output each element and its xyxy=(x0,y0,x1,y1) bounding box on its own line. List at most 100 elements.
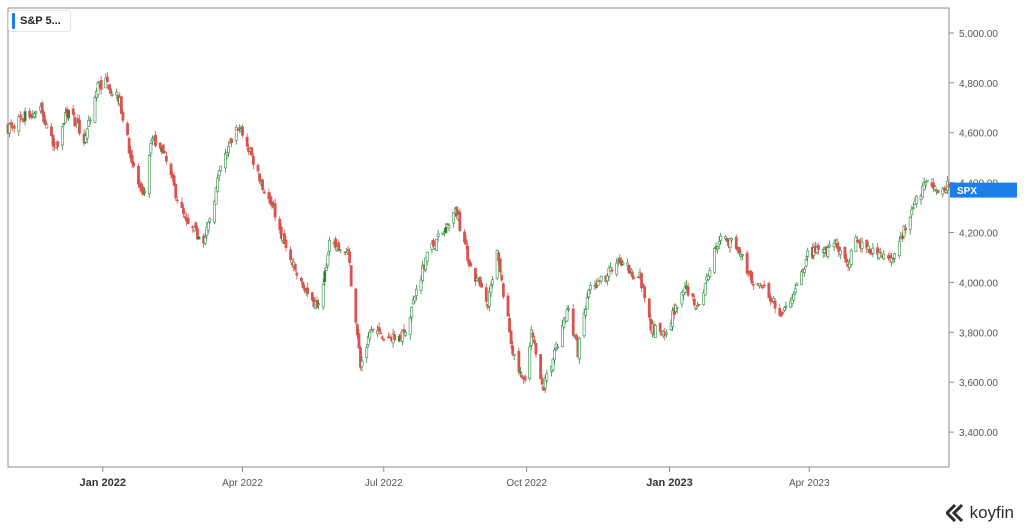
candle-body xyxy=(890,257,893,263)
candle xyxy=(355,323,359,339)
candle-body xyxy=(734,236,738,249)
candle-body xyxy=(163,151,167,153)
candle-body xyxy=(475,278,479,281)
candle xyxy=(605,273,609,286)
candle xyxy=(800,270,803,286)
candle xyxy=(132,160,136,169)
candle-body xyxy=(560,325,564,347)
candle xyxy=(897,236,901,259)
candle xyxy=(741,253,744,261)
y-tick-label: 4,000.00 xyxy=(959,278,998,289)
candle-body xyxy=(194,222,198,229)
candle xyxy=(293,263,297,273)
candle xyxy=(393,330,397,342)
candle-body xyxy=(230,138,234,143)
candle-body xyxy=(50,126,53,137)
candle-body xyxy=(349,265,353,287)
koyfin-brand: koyfin xyxy=(945,503,1014,523)
legend-label: S&P 5... xyxy=(20,15,61,27)
candle-body xyxy=(20,118,24,120)
candle xyxy=(654,323,657,338)
legend-chip[interactable]: S&P 5... xyxy=(8,10,71,32)
candle-body xyxy=(497,252,501,261)
candle-body xyxy=(466,245,470,261)
candle-body xyxy=(750,271,754,284)
candle xyxy=(317,299,320,310)
candle xyxy=(882,250,886,261)
candle xyxy=(463,229,466,245)
candle xyxy=(119,95,123,114)
candle xyxy=(879,248,883,254)
candle-body xyxy=(447,225,451,229)
candle-body xyxy=(942,187,946,192)
candle-body xyxy=(772,298,775,302)
candle xyxy=(567,305,570,312)
candle-body xyxy=(60,126,64,146)
candle xyxy=(480,280,484,288)
candle-body xyxy=(261,179,265,190)
candle-body xyxy=(501,283,505,297)
candle-body xyxy=(151,138,154,141)
candle-body xyxy=(172,175,176,186)
candle-body xyxy=(270,201,274,207)
candle-body xyxy=(43,119,47,126)
candle-body xyxy=(262,191,266,194)
candle xyxy=(182,204,185,218)
x-tick-label: Oct 2022 xyxy=(506,478,547,489)
candle xyxy=(301,280,305,289)
candle-body xyxy=(751,284,755,286)
candle xyxy=(368,329,372,342)
candle xyxy=(447,223,451,232)
candle-body xyxy=(267,192,271,200)
candle xyxy=(737,246,741,257)
candle-body xyxy=(713,248,716,273)
candle-body xyxy=(615,262,619,275)
candle xyxy=(658,322,662,337)
candle-body xyxy=(637,276,640,279)
candle xyxy=(223,148,227,173)
candle-body xyxy=(147,154,151,194)
candle xyxy=(256,163,260,174)
candle xyxy=(587,288,591,300)
candle-body xyxy=(22,120,25,123)
candle-body xyxy=(556,346,560,349)
candle xyxy=(675,306,679,314)
candle-body xyxy=(208,218,212,223)
candle xyxy=(781,310,785,315)
candle-body xyxy=(197,236,201,240)
x-axis: Jan 2022 Apr 2022 Jul 2022 Oct 2022 Jan 2023… xyxy=(79,467,830,489)
candle xyxy=(641,283,645,289)
candle xyxy=(161,144,165,155)
candle xyxy=(425,251,429,266)
candle xyxy=(762,280,766,288)
candle xyxy=(270,197,274,210)
candle xyxy=(227,141,230,158)
candle xyxy=(328,236,331,256)
candle-body xyxy=(837,246,841,252)
candle xyxy=(357,328,361,349)
candle xyxy=(380,335,384,341)
candle xyxy=(345,247,348,256)
candle-body xyxy=(56,141,60,147)
candle-body xyxy=(919,195,923,201)
candle-body xyxy=(795,283,799,286)
candle-body xyxy=(610,269,614,272)
candle xyxy=(599,275,603,285)
candle-body xyxy=(19,115,22,118)
candle xyxy=(495,249,499,281)
candle-body xyxy=(293,264,297,270)
y-axis: 5,000.004,800.004,600.004,400.004,200.00… xyxy=(949,29,998,439)
candle-body xyxy=(901,235,904,239)
candle xyxy=(163,150,167,154)
candle xyxy=(596,277,600,286)
candle-body xyxy=(279,226,283,239)
candle-body xyxy=(236,129,240,131)
candle xyxy=(175,196,179,204)
candle xyxy=(180,197,184,209)
candle xyxy=(506,292,510,317)
candle xyxy=(911,203,915,210)
candle-body xyxy=(893,253,897,259)
candle-body xyxy=(354,288,358,323)
candle xyxy=(469,261,473,267)
